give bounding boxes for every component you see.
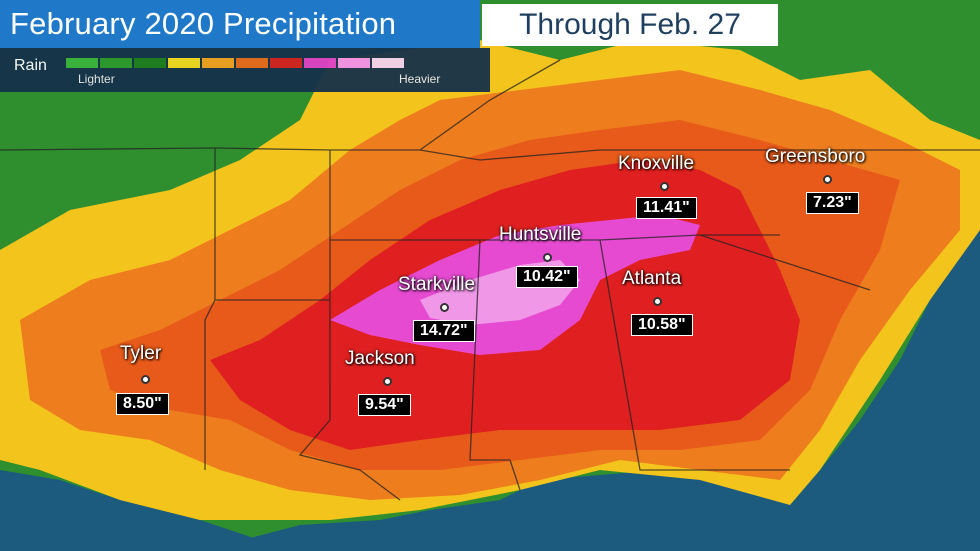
city-marker-atlanta bbox=[653, 297, 662, 306]
city-label-starkville: Starkville bbox=[398, 274, 476, 295]
city-marker-jackson bbox=[383, 377, 392, 386]
map-title: February 2020 Precipitation bbox=[0, 0, 480, 48]
city-marker-huntsville bbox=[543, 253, 552, 262]
city-marker-knoxville bbox=[660, 182, 669, 191]
city-marker-starkville bbox=[440, 303, 449, 312]
legend-swatch bbox=[372, 58, 404, 68]
legend-swatch bbox=[338, 58, 370, 68]
precip-total-huntsville: 10.42" bbox=[516, 266, 578, 288]
city-label-greensboro: Greensboro bbox=[765, 146, 866, 167]
legend-swatch bbox=[134, 58, 166, 68]
city-marker-greensboro bbox=[823, 175, 832, 184]
map-date-range: Through Feb. 27 bbox=[482, 4, 778, 46]
precip-total-jackson: 9.54" bbox=[358, 394, 411, 416]
city-label-knoxville: Knoxville bbox=[618, 153, 695, 174]
city-label-tyler: Tyler bbox=[120, 343, 162, 364]
legend-swatch bbox=[304, 58, 336, 68]
legend-swatch bbox=[66, 58, 98, 68]
legend-swatch bbox=[236, 58, 268, 68]
legend-label: Rain bbox=[14, 57, 47, 74]
legend-swatch bbox=[270, 58, 302, 68]
precipitation-legend: Rain Lighter Heavier bbox=[0, 48, 490, 92]
city-marker-tyler bbox=[141, 375, 150, 384]
city-label-huntsville: Huntsville bbox=[499, 224, 582, 245]
legend-lighter-label: Lighter bbox=[78, 72, 115, 86]
precip-total-starkville: 14.72" bbox=[413, 320, 475, 342]
precip-total-greensboro: 7.23" bbox=[806, 192, 859, 214]
precip-total-knoxville: 11.41" bbox=[636, 197, 697, 219]
city-label-atlanta: Atlanta bbox=[622, 268, 682, 289]
precip-total-atlanta: 10.58" bbox=[631, 314, 693, 336]
legend-swatch bbox=[168, 58, 200, 68]
legend-swatch bbox=[202, 58, 234, 68]
city-label-jackson: Jackson bbox=[345, 348, 415, 369]
legend-swatch bbox=[100, 58, 132, 68]
legend-heavier-label: Heavier bbox=[399, 72, 441, 86]
legend-swatches bbox=[66, 58, 404, 68]
precip-total-tyler: 8.50" bbox=[116, 393, 169, 415]
